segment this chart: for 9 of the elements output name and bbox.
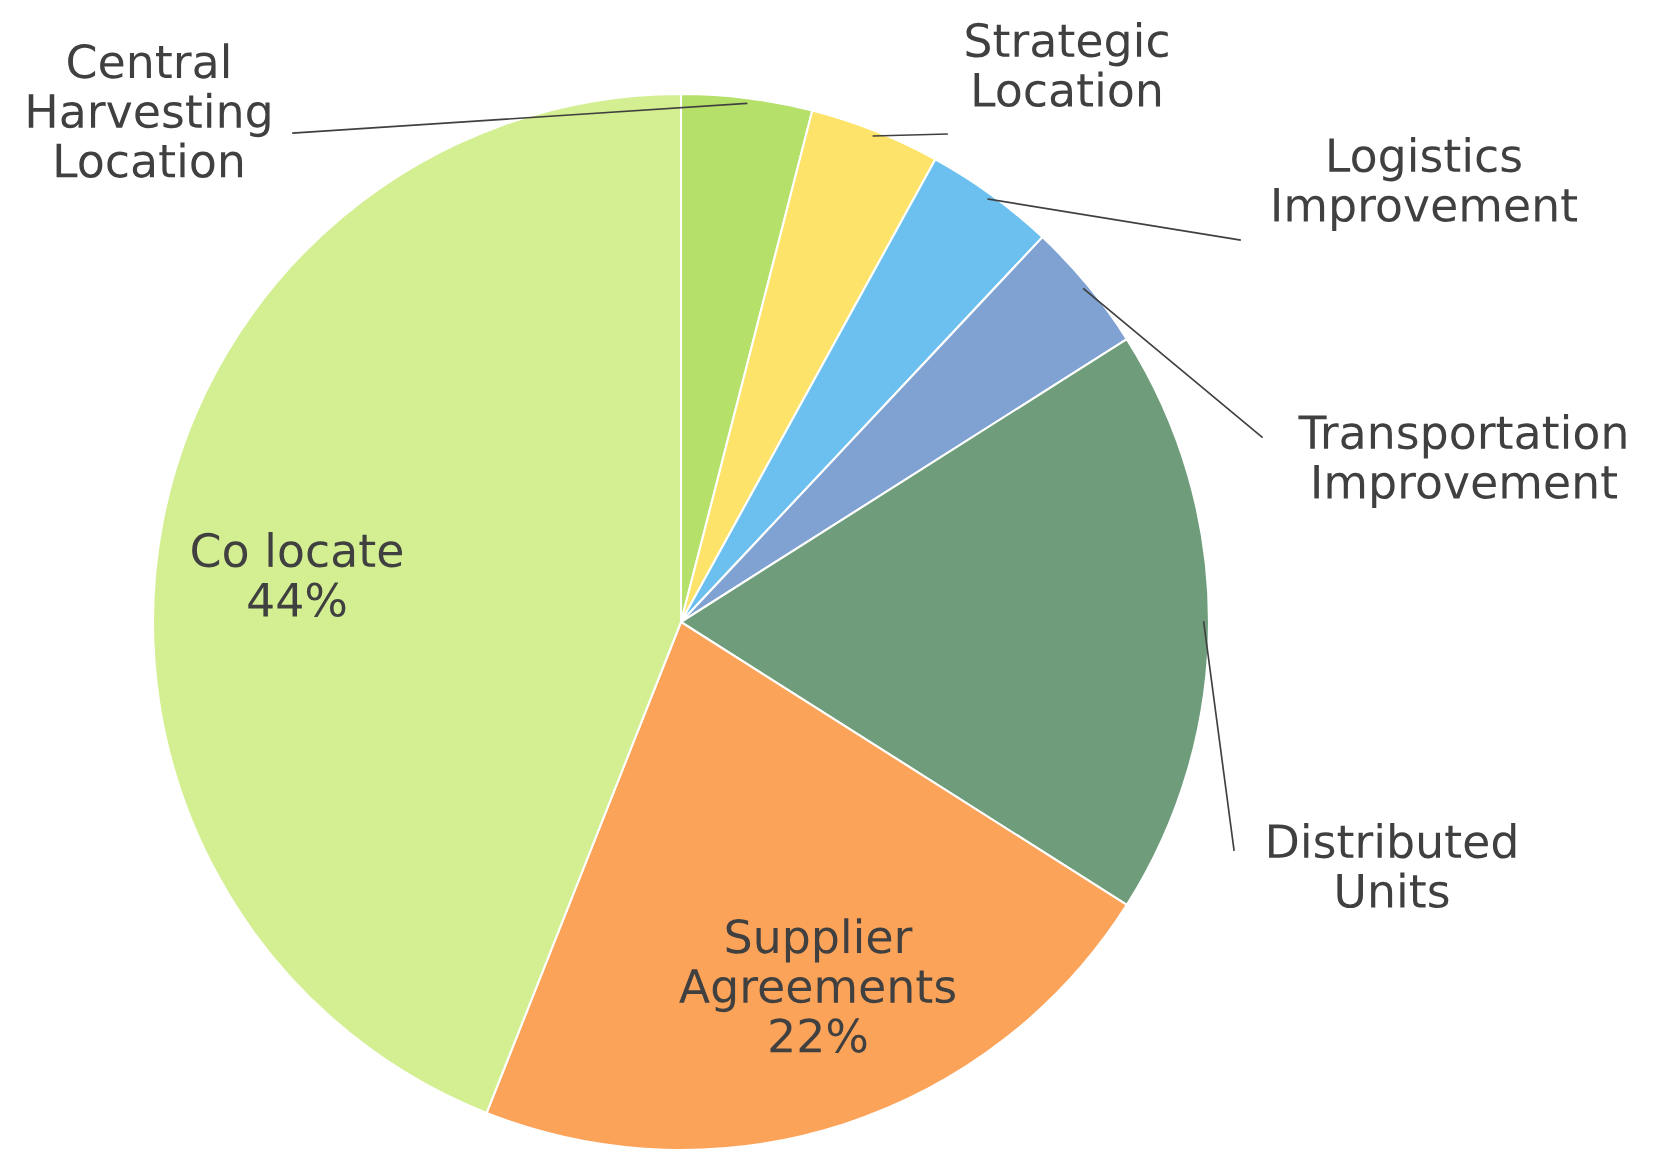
slice-label: Transportation Improvement (1298, 414, 1626, 508)
slice-label: Central Harvesting Location (28, 43, 270, 178)
data-label: 44% (248, 582, 346, 618)
slice-label: Supplier Agreements (679, 918, 955, 1013)
data-label: 22% (770, 1018, 867, 1053)
slice-label: Logistics Improvement (1274, 137, 1578, 231)
slice-label: Co locate (192, 532, 402, 568)
slice-label: Distributed Units (1269, 823, 1516, 909)
slice-label: Strategic Location (966, 22, 1168, 108)
